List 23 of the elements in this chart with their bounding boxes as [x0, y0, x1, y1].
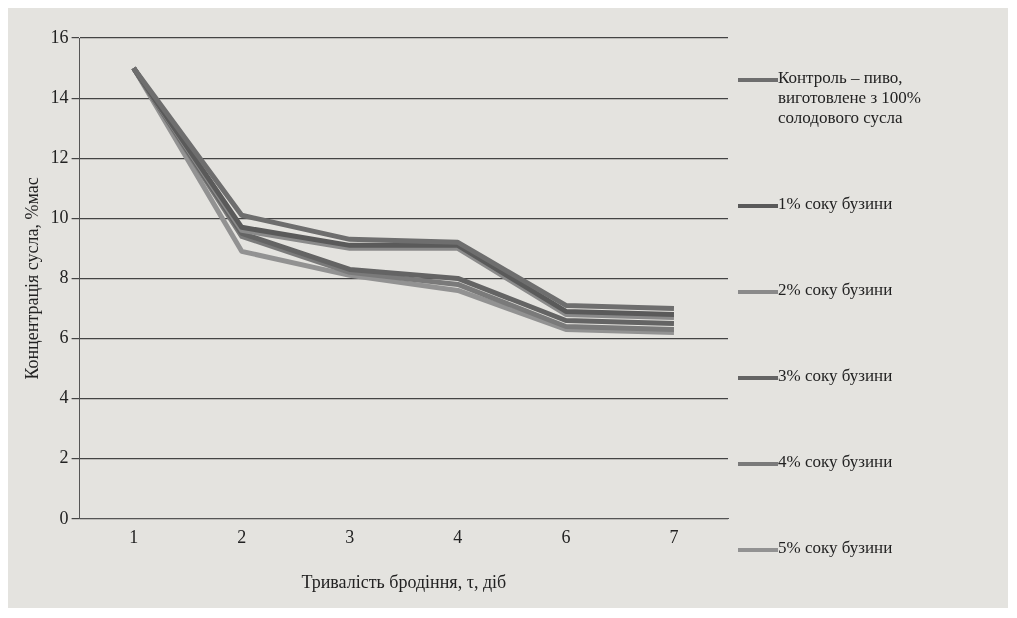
y-tick-label: 2	[59, 447, 69, 468]
x-tick-label: 7	[669, 527, 679, 548]
legend-label: 2% соку бузини	[778, 280, 894, 300]
legend-label: 4% соку бузини	[778, 452, 894, 472]
legend-label: Контроль – пиво, виготовлене з 100% солодового сусла	[778, 68, 922, 128]
legend-label: 5% соку бузини	[778, 538, 894, 558]
x-tick-label: 4	[453, 527, 463, 548]
legend-label: 3% соку бузини	[778, 366, 894, 386]
y-tick-label: 10	[50, 207, 69, 228]
y-tick-label: 8	[59, 267, 69, 288]
y-tick-label: 4	[59, 387, 69, 408]
x-tick-label: 6	[561, 527, 571, 548]
y-axis-title: Концентрація сусла, %мас	[21, 177, 42, 380]
y-tick-label: 14	[50, 86, 69, 107]
x-tick-label: 2	[237, 527, 247, 548]
y-tick-label: 6	[59, 327, 69, 348]
legend-label: 1% соку бузини	[778, 194, 894, 214]
y-tick-label: 12	[50, 146, 69, 167]
y-tick-label: 0	[59, 507, 69, 528]
x-axis-title: Тривалість бродіння, τ, діб	[301, 571, 507, 592]
y-tick-label: 16	[50, 26, 69, 47]
x-tick-label: 1	[129, 527, 139, 548]
x-tick-label: 3	[345, 527, 355, 548]
